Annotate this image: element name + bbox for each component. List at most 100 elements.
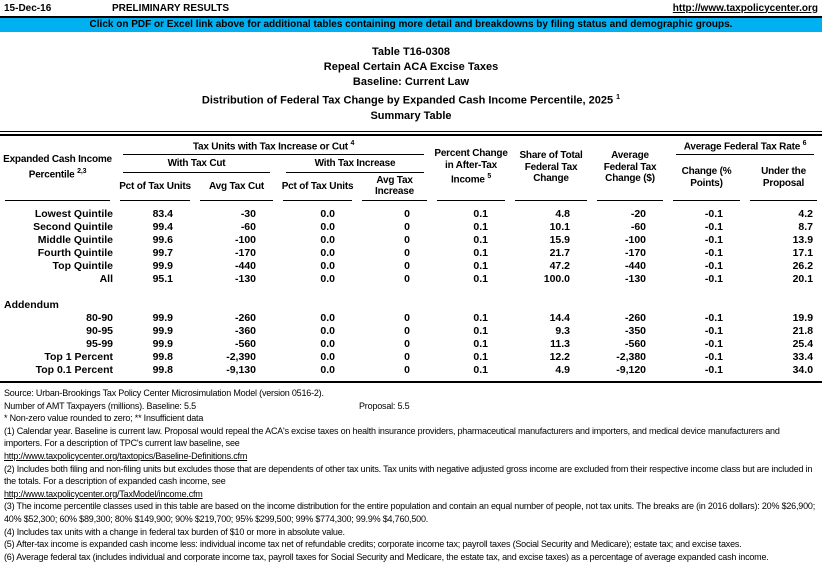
cell: 13.9 xyxy=(792,234,814,247)
cell: 99.6 xyxy=(152,234,173,247)
summary-table: Expanded Cash Income Percentile 2,3 Tax … xyxy=(0,133,822,383)
row-label: Top 0.1 Percent xyxy=(35,364,113,377)
cell: 0 xyxy=(404,351,411,364)
cell: -2,390 xyxy=(226,351,256,364)
header-share-total-federal-tax-change: Share of Total Federal Tax Change xyxy=(519,150,583,185)
cell: -560 xyxy=(625,338,647,351)
summary-table-label: Summary Table xyxy=(370,109,452,122)
table-row: 80-90 99.9 -260 0.0 0 0.1 14.4 -260 -0.1 19.9 xyxy=(0,312,822,325)
preliminary-results-label: PRELIMINARY RESULTS xyxy=(112,2,230,14)
cell: -350 xyxy=(625,325,647,338)
addendum-label: Addendum xyxy=(4,299,59,312)
row-label: 90-95 xyxy=(86,325,113,338)
cell: 0 xyxy=(404,247,411,260)
cell: 25.4 xyxy=(792,338,814,351)
cell: -0.1 xyxy=(704,338,724,351)
cell: -60 xyxy=(630,221,647,234)
cell: 12.2 xyxy=(549,351,571,364)
title-block: Table T16-0308 Repeal Certain ACA Excise… xyxy=(0,45,822,124)
baseline-label: Baseline: Current Law xyxy=(352,76,470,88)
row-label: Middle Quintile xyxy=(37,234,113,247)
header-avg-tax-increase: Avg Tax Increase xyxy=(375,174,414,198)
row-label: Lowest Quintile xyxy=(34,208,113,221)
cell: -440 xyxy=(234,260,256,273)
footnote-ref-6: 6 xyxy=(802,139,807,147)
cell: -170 xyxy=(234,247,256,260)
header-with-tax-increase: With Tax Increase xyxy=(278,156,432,174)
cell: 9.3 xyxy=(555,325,571,338)
amt-proposal-value: Proposal: 5.5 xyxy=(359,400,410,411)
table-row: Middle Quintile 99.6 -100 0.0 0 0.1 15.9 -100 -0… xyxy=(0,234,822,247)
cell: -20 xyxy=(630,208,647,221)
table-body: Lowest Quintile 83.4 -30 0.0 0 0.1 4.8 -20 -0.1 4… xyxy=(0,202,822,382)
header-rule-row xyxy=(0,199,822,202)
footnote-ref-4: 4 xyxy=(350,139,355,147)
table-row: Top Quintile 99.9 -440 0.0 0 0.1 47.2 -440 -0.1 2… xyxy=(0,260,822,273)
footnote-ref-2-3: 2,3 xyxy=(77,167,87,175)
cell: 0.0 xyxy=(320,273,335,286)
cell: 99.8 xyxy=(152,364,173,377)
header-under-the-proposal: Under the Proposal xyxy=(761,166,806,189)
cell: 100.0 xyxy=(543,273,571,286)
income-definition-link[interactable]: http://www.taxpolicycenter.org/TaxModel/… xyxy=(4,488,203,499)
cell: -0.1 xyxy=(704,351,724,364)
row-label: 95-99 xyxy=(86,338,113,351)
cell: 14.4 xyxy=(549,312,571,325)
cell: 0.1 xyxy=(473,234,489,247)
cell: 19.9 xyxy=(792,312,814,325)
row-label: Fourth Quintile xyxy=(37,247,113,260)
table-row: Lowest Quintile 83.4 -30 0.0 0 0.1 4.8 -20 -0.1 4… xyxy=(0,208,822,221)
footnote-2: (2) Includes both filing and non-filing … xyxy=(4,463,818,501)
cell: -0.1 xyxy=(704,221,724,234)
baseline-definitions-link[interactable]: http://www.taxpolicycenter.org/taxtopics… xyxy=(4,450,248,461)
cell: 99.9 xyxy=(152,338,173,351)
table-row: Top 1 Percent 99.8 -2,390 0.0 0 0.1 12.2 -2,380… xyxy=(0,351,822,364)
cell: 0 xyxy=(404,338,411,351)
cell: 0.1 xyxy=(473,364,489,377)
row-label: All xyxy=(99,273,113,286)
summary-table-wrap: Expanded Cash Income Percentile 2,3 Tax … xyxy=(0,130,822,383)
cell: 0.1 xyxy=(473,273,489,286)
cell: -9,120 xyxy=(616,364,647,377)
cell: -170 xyxy=(625,247,647,260)
cell: 11.3 xyxy=(550,338,571,351)
footnote-3: (3) The income percentile classes used i… xyxy=(4,501,815,524)
cell: 4.8 xyxy=(555,208,571,221)
cell: 0.0 xyxy=(320,221,335,234)
spacer-row xyxy=(0,286,822,299)
cell: 83.4 xyxy=(152,208,173,221)
cell: -440 xyxy=(625,260,647,273)
cell: -0.1 xyxy=(704,325,724,338)
cell: 0 xyxy=(404,260,411,273)
footnote-4: (4) Includes tax units with a change in … xyxy=(4,526,345,537)
site-url-link[interactable]: http://www.taxpolicycenter.org xyxy=(672,2,818,14)
cell: 0.0 xyxy=(320,208,335,221)
cell: 0.1 xyxy=(473,260,489,273)
cell: 0.0 xyxy=(320,312,335,325)
cell: 99.9 xyxy=(152,260,173,273)
cell: -0.1 xyxy=(704,260,724,273)
cell: -260 xyxy=(234,312,256,325)
cell: 99.4 xyxy=(152,221,173,234)
cell: 0 xyxy=(404,221,411,234)
cell: 0.1 xyxy=(473,208,489,221)
cell: 0.1 xyxy=(473,351,489,364)
cell: 47.2 xyxy=(549,260,571,273)
cell: -30 xyxy=(240,208,256,221)
cell: 17.1 xyxy=(792,247,814,260)
cell: -0.1 xyxy=(704,364,724,377)
header-avg-federal-tax-change: Average Federal Tax Change ($) xyxy=(603,150,657,185)
cell: 34.0 xyxy=(792,364,814,377)
cell: -2,380 xyxy=(616,351,647,364)
footnotes: Source: Urban-Brookings Tax Policy Cente… xyxy=(0,383,822,563)
info-banner: Click on PDF or Excel link above for add… xyxy=(0,18,822,32)
legend-note: * Non-zero value rounded to zero; ** Ins… xyxy=(4,413,204,424)
cell: -9,130 xyxy=(226,364,256,377)
cell: 99.8 xyxy=(152,351,173,364)
cell: 99.9 xyxy=(152,325,173,338)
header-pct-change-after-tax-income: Percent Change in After-Tax Income 5 xyxy=(434,148,508,186)
amt-taxpayers-note: Number of AMT Taxpayers (millions). Base… xyxy=(4,400,410,411)
cell: 0.1 xyxy=(473,325,489,338)
cell: 0.0 xyxy=(320,338,335,351)
table-subject: Repeal Certain ACA Excise Taxes xyxy=(323,61,499,73)
